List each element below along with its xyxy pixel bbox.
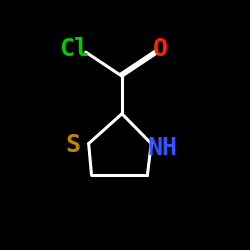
Text: Cl: Cl (59, 37, 89, 61)
Text: S: S (66, 134, 81, 158)
Text: NH: NH (148, 136, 178, 160)
Text: O: O (153, 37, 168, 61)
